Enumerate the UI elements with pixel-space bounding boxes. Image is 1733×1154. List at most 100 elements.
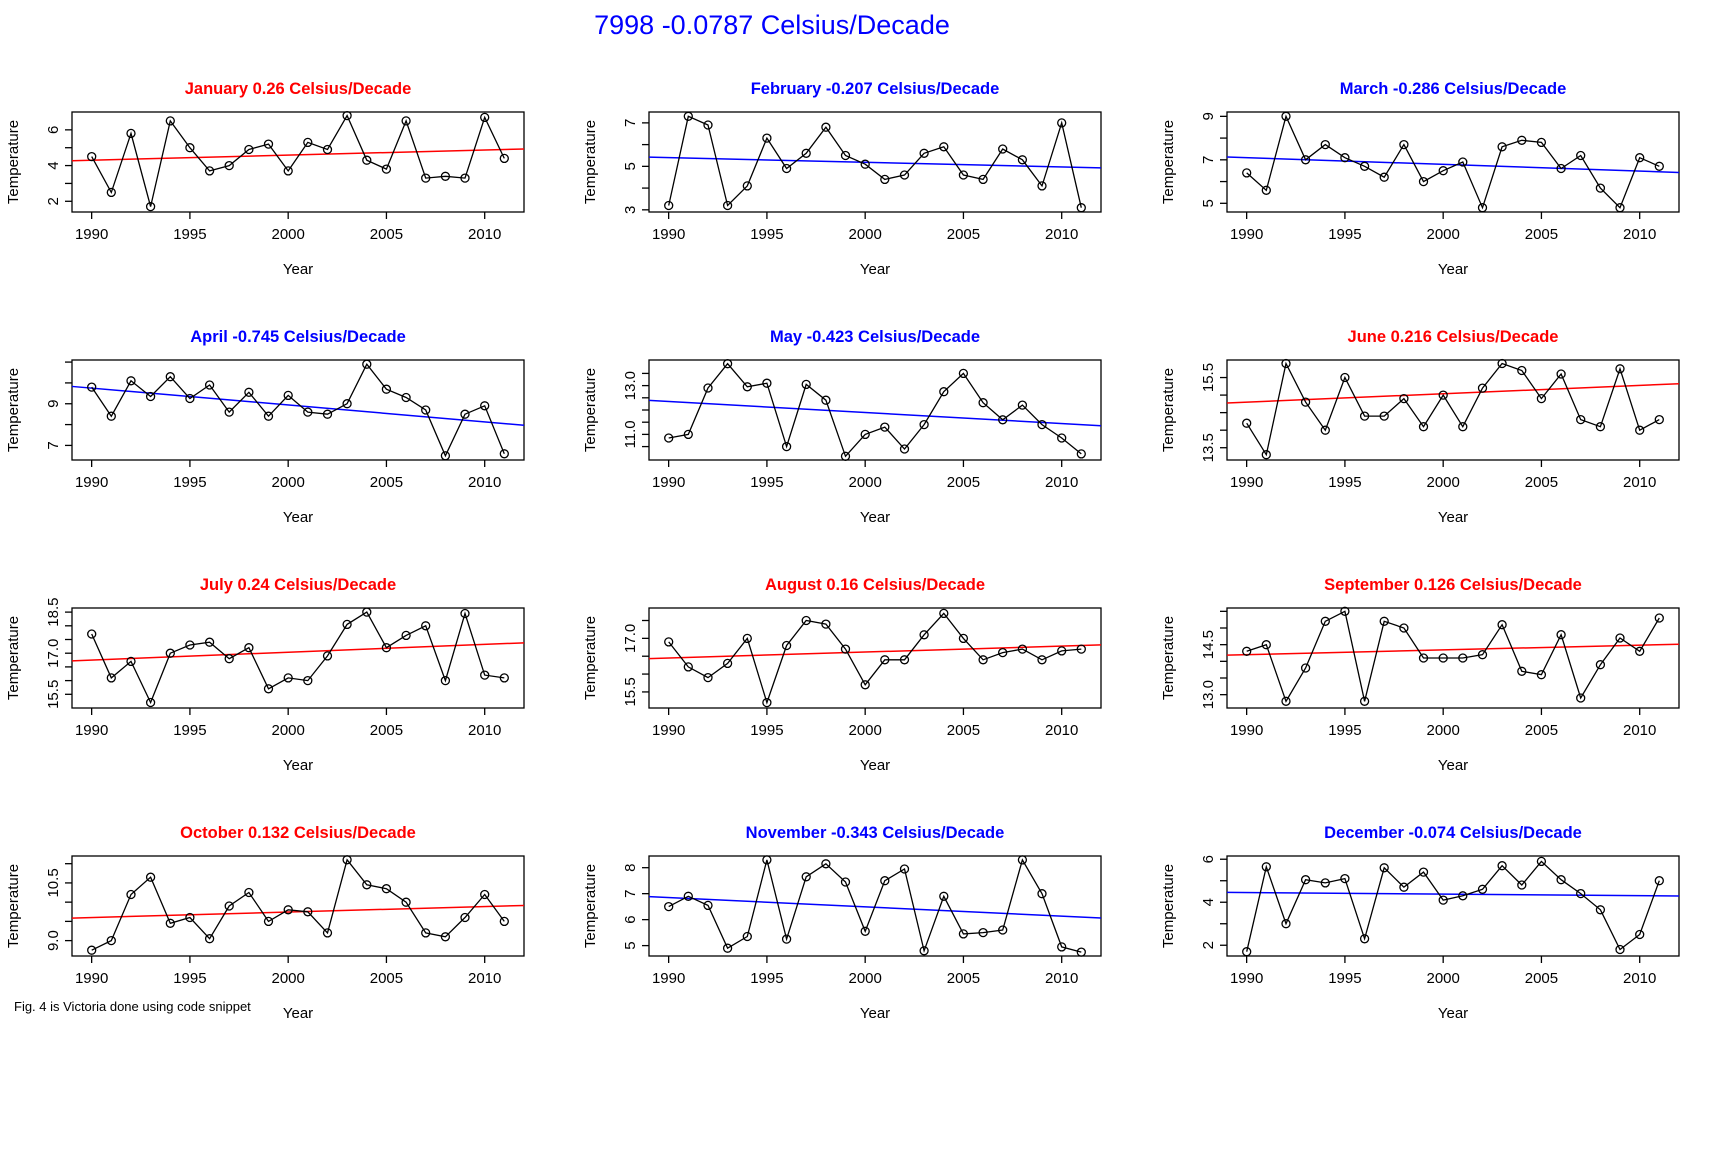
data-point	[204, 166, 215, 176]
data-point	[1300, 397, 1311, 407]
data-point	[185, 640, 195, 650]
charts-grid: January 0.26 Celsius/Decade 1990 1995 2000 2…	[0, 62, 1733, 1054]
chart-svg-march: March -0.286 Celsius/Decade 1990 1995 2000 2…	[1160, 80, 1680, 278]
data-point	[480, 889, 490, 900]
x-tick-label: 1990	[75, 970, 108, 987]
y-axis-label: Temperature	[1160, 120, 1177, 204]
data-point	[283, 905, 293, 915]
chart-svg-december: December -0.074 Celsius/Decade 1990 1995 20…	[1160, 824, 1680, 1022]
data-point	[1300, 155, 1311, 165]
x-axis-label: Year	[283, 1005, 313, 1022]
x-axis-label: Year	[1438, 757, 1468, 774]
data-point	[1242, 168, 1252, 178]
data-point	[703, 383, 713, 393]
trend-line	[1226, 156, 1680, 174]
data-point	[204, 934, 215, 944]
data-point	[1379, 411, 1389, 421]
chart-svg-august: August 0.16 Celsius/Decade 1990 1995 2000 20…	[582, 576, 1102, 774]
x-axis-label: Year	[283, 757, 313, 774]
data-point	[126, 376, 136, 386]
data-point	[781, 441, 792, 452]
data-point	[1399, 882, 1409, 892]
data-point	[742, 181, 752, 191]
data-point	[1359, 934, 1370, 944]
y-tick-label: 6	[622, 915, 639, 923]
y-tick-label: 9	[1200, 112, 1217, 120]
data-point	[998, 647, 1008, 658]
y-tick-label: 11.0	[622, 420, 639, 448]
x-tick-label: 2000	[848, 722, 881, 739]
data-point	[880, 655, 890, 665]
data-point	[1556, 875, 1566, 885]
data-point	[87, 151, 97, 162]
data-point	[1438, 166, 1448, 176]
x-tick-label: 1990	[652, 722, 685, 739]
data-point	[1615, 633, 1625, 643]
data-point	[1576, 888, 1586, 899]
data-point	[499, 449, 509, 459]
data-point	[1536, 393, 1547, 404]
data-point	[224, 654, 234, 664]
x-tick-label: 1990	[652, 970, 685, 987]
y-axis-label: Temperature	[5, 616, 22, 700]
data-point	[703, 900, 713, 911]
data-point	[762, 697, 772, 708]
data-point	[165, 648, 175, 658]
data-point	[939, 608, 949, 619]
data-point	[840, 877, 851, 887]
data-point	[87, 945, 97, 955]
panel-february: February -0.207 Celsius/Decade 1990 1995 20…	[577, 62, 1155, 310]
trend-line	[648, 399, 1102, 427]
x-tick-label: 1990	[1230, 970, 1263, 987]
data-point	[1536, 137, 1547, 148]
data-point	[1300, 875, 1311, 885]
y-tick-label: 3	[622, 206, 639, 214]
data-point	[664, 901, 674, 912]
data-line	[668, 858, 1082, 954]
data-point	[1635, 646, 1645, 656]
x-tick-label: 2005	[947, 226, 980, 243]
x-tick-label: 2005	[370, 722, 403, 739]
data-point	[1595, 183, 1606, 193]
data-point	[1320, 139, 1330, 150]
data-point	[703, 120, 713, 130]
x-tick-label: 2000	[271, 970, 304, 987]
data-point	[1438, 895, 1448, 905]
data-point	[1017, 644, 1028, 654]
data-point	[244, 387, 254, 397]
data-point	[821, 619, 831, 629]
data-point	[1281, 358, 1291, 369]
y-tick-label: 13.5	[1200, 433, 1217, 462]
data-point	[1017, 155, 1028, 165]
x-tick-label: 2000	[1426, 474, 1459, 491]
data-point	[421, 621, 431, 631]
x-tick-label: 2000	[848, 970, 881, 987]
x-tick-label: 2010	[468, 722, 501, 739]
data-point	[1379, 172, 1389, 182]
data-point	[801, 148, 811, 158]
data-point	[1635, 425, 1645, 435]
data-line	[91, 114, 505, 207]
data-point	[145, 872, 156, 882]
data-point	[1517, 880, 1527, 890]
y-tick-label: 18.5	[45, 598, 62, 627]
data-point	[185, 143, 195, 153]
chart-svg-may: May -0.423 Celsius/Decade 1990 1995 2000 200…	[582, 328, 1102, 526]
y-axis-label: Temperature	[5, 120, 22, 204]
data-point	[460, 912, 470, 923]
y-tick-label: 13.0	[1200, 680, 1217, 709]
data-point	[1399, 139, 1409, 150]
data-point	[762, 378, 772, 388]
data-point	[880, 174, 890, 185]
x-axis-label: Year	[1438, 509, 1468, 526]
data-point	[1556, 369, 1566, 379]
x-axis-label: Year	[860, 1005, 890, 1022]
data-point	[1340, 372, 1350, 383]
chart-svg-june: June 0.216 Celsius/Decade 1990 1995 2000 200…	[1160, 328, 1680, 526]
data-point	[1438, 390, 1448, 400]
x-tick-label: 2005	[370, 474, 403, 491]
x-tick-label: 2010	[468, 474, 501, 491]
x-tick-label: 2005	[1525, 970, 1558, 987]
trend-line	[1226, 891, 1680, 897]
y-tick-label: 2	[45, 197, 62, 205]
